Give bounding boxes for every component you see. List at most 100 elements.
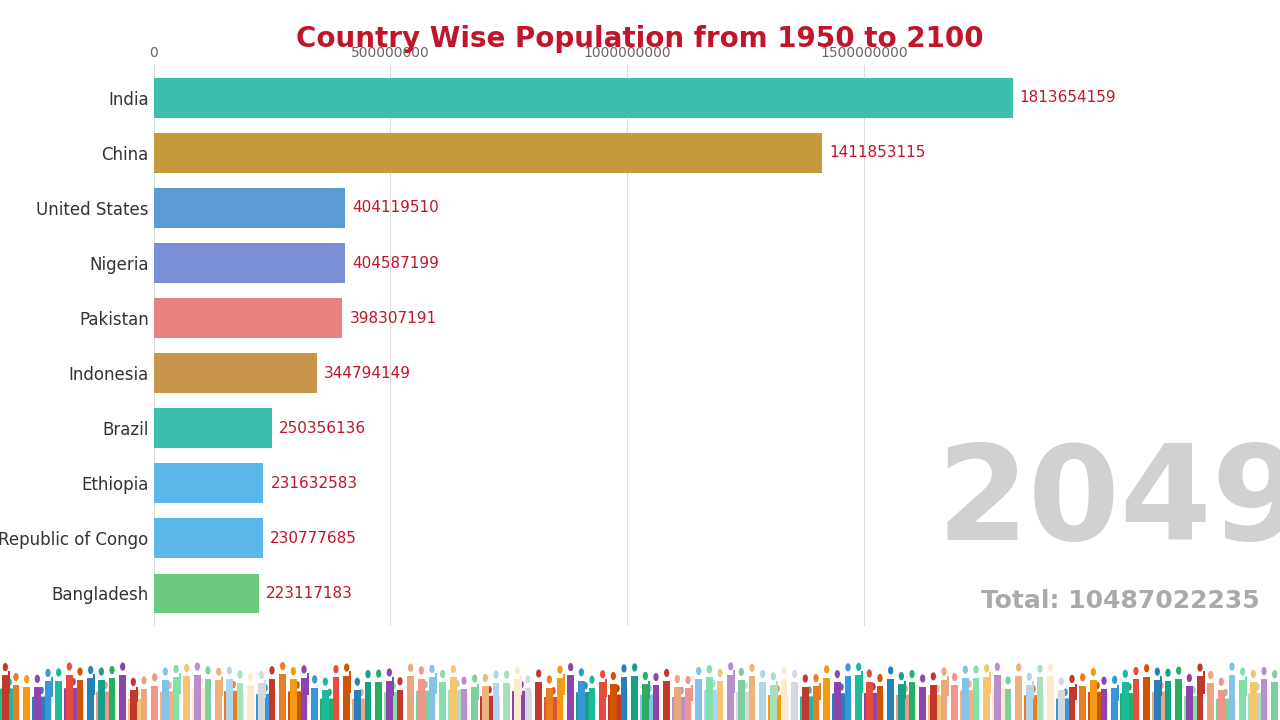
Bar — [673, 688, 681, 720]
FancyBboxPatch shape — [608, 695, 627, 720]
Ellipse shape — [104, 682, 108, 689]
FancyBboxPatch shape — [0, 688, 19, 720]
Text: 1813654159: 1813654159 — [1020, 90, 1116, 105]
Bar — [1239, 680, 1247, 720]
Bar — [1117, 685, 1119, 701]
Ellipse shape — [1000, 678, 1004, 685]
Ellipse shape — [232, 681, 236, 688]
Ellipse shape — [824, 665, 829, 673]
Bar — [141, 689, 147, 720]
Bar — [8, 671, 10, 693]
Ellipse shape — [808, 686, 812, 694]
Bar — [55, 681, 63, 720]
Ellipse shape — [872, 683, 876, 690]
Ellipse shape — [877, 674, 883, 682]
Ellipse shape — [1160, 682, 1164, 689]
Ellipse shape — [1069, 675, 1075, 683]
FancyBboxPatch shape — [1216, 698, 1235, 720]
Ellipse shape — [653, 673, 659, 681]
FancyBboxPatch shape — [1152, 691, 1171, 720]
FancyBboxPatch shape — [832, 693, 851, 720]
Text: 223117183: 223117183 — [266, 586, 353, 601]
Ellipse shape — [552, 687, 556, 695]
Bar — [493, 683, 499, 720]
Bar — [727, 675, 735, 720]
Bar — [776, 681, 778, 699]
Ellipse shape — [280, 662, 285, 670]
Ellipse shape — [472, 675, 477, 683]
Ellipse shape — [163, 667, 168, 675]
Ellipse shape — [1112, 675, 1117, 684]
Bar — [929, 685, 937, 720]
Bar — [333, 678, 339, 720]
Bar — [289, 680, 297, 720]
Bar — [1133, 679, 1139, 720]
Ellipse shape — [360, 688, 364, 696]
FancyBboxPatch shape — [928, 695, 947, 720]
Bar — [1121, 682, 1129, 720]
Bar — [685, 688, 691, 720]
Ellipse shape — [72, 678, 76, 685]
Ellipse shape — [739, 667, 744, 676]
Bar — [759, 683, 767, 720]
Ellipse shape — [728, 662, 733, 670]
Bar — [1, 675, 9, 720]
Text: Total: 10487022235: Total: 10487022235 — [980, 589, 1260, 613]
Bar — [429, 678, 435, 720]
Ellipse shape — [547, 675, 552, 683]
Bar — [769, 685, 777, 720]
Bar — [1047, 676, 1055, 720]
Ellipse shape — [195, 662, 200, 671]
Bar — [109, 678, 115, 720]
Ellipse shape — [952, 673, 957, 681]
Bar — [311, 688, 319, 720]
Ellipse shape — [600, 670, 605, 678]
Ellipse shape — [88, 666, 93, 674]
Ellipse shape — [749, 664, 755, 672]
Ellipse shape — [461, 676, 467, 685]
Ellipse shape — [184, 664, 189, 672]
Text: 250356136: 250356136 — [279, 420, 366, 436]
Bar — [1185, 686, 1193, 720]
Bar — [791, 683, 799, 720]
Text: 2049: 2049 — [936, 441, 1280, 567]
Bar — [237, 683, 243, 720]
Ellipse shape — [904, 685, 908, 692]
FancyBboxPatch shape — [32, 696, 51, 720]
Bar — [1197, 676, 1203, 720]
Bar — [520, 675, 522, 696]
Text: 398307191: 398307191 — [349, 310, 436, 325]
Bar — [45, 681, 51, 720]
Bar — [154, 298, 342, 338]
FancyBboxPatch shape — [480, 696, 499, 720]
FancyBboxPatch shape — [224, 690, 243, 720]
Bar — [1229, 675, 1235, 720]
Ellipse shape — [168, 682, 172, 689]
Bar — [161, 680, 169, 720]
Ellipse shape — [717, 669, 723, 677]
Ellipse shape — [173, 665, 179, 673]
Ellipse shape — [589, 675, 595, 684]
Ellipse shape — [813, 674, 819, 683]
FancyBboxPatch shape — [640, 695, 659, 720]
FancyBboxPatch shape — [1248, 693, 1267, 720]
Ellipse shape — [664, 669, 669, 677]
Ellipse shape — [1192, 686, 1196, 693]
Bar — [1153, 680, 1161, 720]
Bar — [397, 690, 403, 720]
Bar — [605, 679, 607, 698]
FancyBboxPatch shape — [1184, 696, 1203, 720]
Bar — [993, 675, 1001, 720]
Bar — [154, 408, 273, 448]
Ellipse shape — [1272, 670, 1277, 678]
Ellipse shape — [1224, 689, 1228, 696]
Ellipse shape — [131, 678, 136, 686]
Bar — [435, 673, 436, 694]
Ellipse shape — [515, 667, 520, 675]
Bar — [119, 675, 127, 720]
Ellipse shape — [621, 665, 627, 672]
Bar — [1160, 676, 1162, 696]
Text: 404119510: 404119510 — [352, 200, 439, 215]
Ellipse shape — [1133, 667, 1139, 675]
Bar — [577, 680, 585, 720]
